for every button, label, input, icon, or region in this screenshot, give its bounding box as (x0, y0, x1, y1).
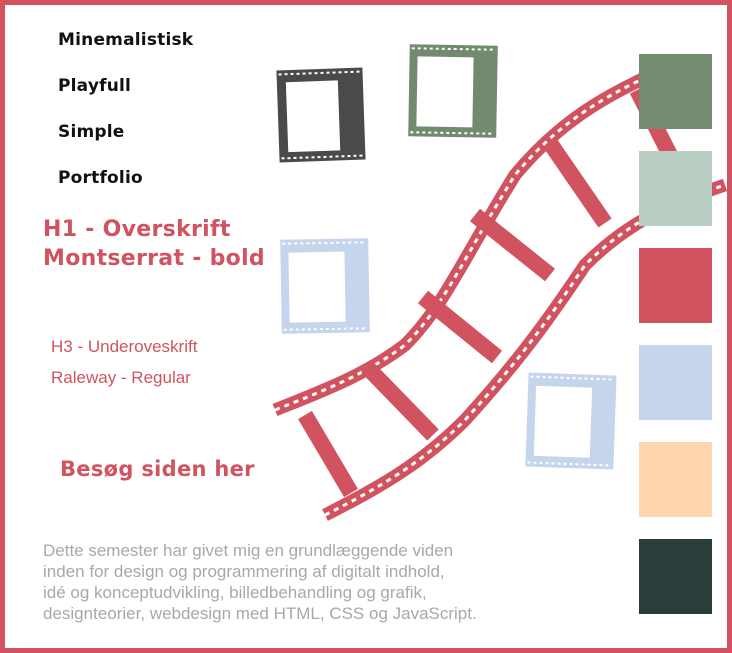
color-swatch-light-blue (639, 345, 712, 420)
film-strip-divider (361, 361, 439, 441)
film-frame-blue-right (525, 372, 617, 470)
film-strip-divider (543, 138, 612, 228)
film-strip-divider (470, 208, 555, 282)
color-swatch-sage-green (639, 54, 712, 129)
description-line: Dette semester har givet mig en grundlæg… (43, 541, 454, 560)
description-line: inden for design og programmering af dig… (43, 562, 445, 581)
color-swatch-mint-grey (639, 151, 712, 226)
keyword-playful: Playfull (58, 76, 132, 96)
heading1-sample-line2: Montserrat - bold (43, 246, 265, 271)
color-swatch-peach (639, 442, 712, 517)
film-strip-top-rail-perforations (274, 58, 686, 412)
visit-site-link[interactable]: Besøg siden her (60, 457, 255, 481)
keyword-portfolio: Portfolio (58, 168, 143, 188)
keyword-minimalist: Minemalistisk (58, 30, 194, 50)
film-frame-green (408, 44, 498, 138)
description-text: Dette semester har givet mig en grundlæg… (43, 540, 543, 624)
film-strip-bottom-rail-perforations (324, 183, 726, 517)
keyword-simple: Simple (58, 122, 125, 142)
film-strip-divider (417, 290, 503, 364)
heading3-sample-line2: Raleway - Regular (51, 368, 191, 387)
heading1-sample-line1: H1 - Overskrift (43, 217, 231, 242)
film-frame-blue-left (280, 238, 370, 334)
color-swatch-coral-red (639, 248, 712, 323)
film-frame-dark (276, 67, 366, 163)
film-strip-divider (298, 410, 358, 498)
color-swatch-dark-green (639, 539, 712, 614)
description-line: idé og konceptudvikling, billedbehandlin… (43, 583, 427, 602)
heading3-sample-line1: H3 - Underoveskrift (51, 337, 198, 356)
description-line: designteorier, webdesign med HTML, CSS o… (43, 604, 477, 623)
